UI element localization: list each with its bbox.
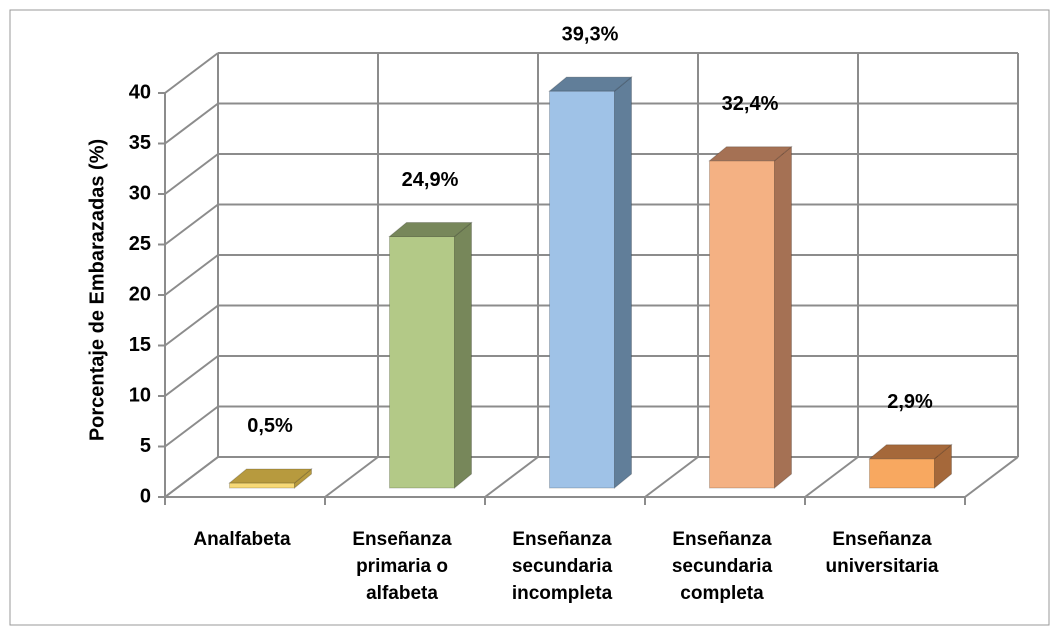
grid-line-side — [164, 203, 219, 246]
grid-line-side — [164, 52, 219, 94]
bar-side — [454, 221, 472, 490]
value-label: 0,5% — [247, 415, 293, 437]
bar — [549, 90, 615, 489]
x-tick-label: Enseñanza universitaria — [825, 529, 939, 577]
value-label: 32,4% — [722, 93, 779, 115]
value-label: 24,9% — [402, 169, 459, 191]
bar-top — [708, 146, 793, 162]
grid-line-side — [164, 304, 219, 347]
grid-line-side — [164, 153, 219, 195]
floor-line — [644, 456, 699, 498]
floor-line — [804, 456, 859, 498]
bar — [869, 458, 935, 489]
y-tick-label: 30 — [129, 182, 151, 204]
bar-side — [614, 76, 632, 490]
x-tick-label: Enseñanza secundaria completa — [671, 529, 773, 604]
floor-line — [964, 456, 1019, 498]
y-tick-label: 20 — [129, 283, 151, 305]
y-tick-label: 35 — [129, 132, 151, 154]
chart-border — [9, 9, 1050, 626]
grid-line-side — [164, 405, 219, 448]
y-tick-label: 25 — [129, 233, 151, 255]
grid-line-side — [164, 355, 219, 397]
grid-line-side — [164, 254, 219, 296]
bar-top — [228, 468, 313, 484]
bar — [229, 482, 295, 489]
y-tick-label: 0 — [140, 485, 151, 507]
bar-top — [388, 222, 473, 238]
y-axis-title: Porcentaje de Embarazadas (%) — [86, 139, 108, 441]
grid-line-side — [164, 102, 219, 145]
bar-side — [774, 145, 792, 490]
y-tick-label: 5 — [140, 435, 151, 457]
value-label: 2,9% — [887, 391, 933, 413]
floor-line — [484, 456, 539, 498]
y-tick-label: 15 — [129, 334, 151, 356]
x-tick-label: Enseñanza secundaria incompleta — [511, 529, 613, 604]
x-tick-label: Enseñanza primaria o alfabeta — [352, 529, 452, 604]
y-tick-label: 40 — [129, 81, 151, 103]
bar — [709, 160, 775, 489]
bar — [389, 236, 455, 489]
value-label: 39,3% — [562, 23, 619, 45]
floor-line — [324, 456, 379, 498]
y-tick-label: 10 — [129, 384, 151, 406]
bar-top — [868, 444, 953, 460]
bar-top — [548, 76, 633, 92]
x-tick-label: Analfabeta — [193, 529, 291, 550]
grid-line-side — [164, 456, 219, 498]
